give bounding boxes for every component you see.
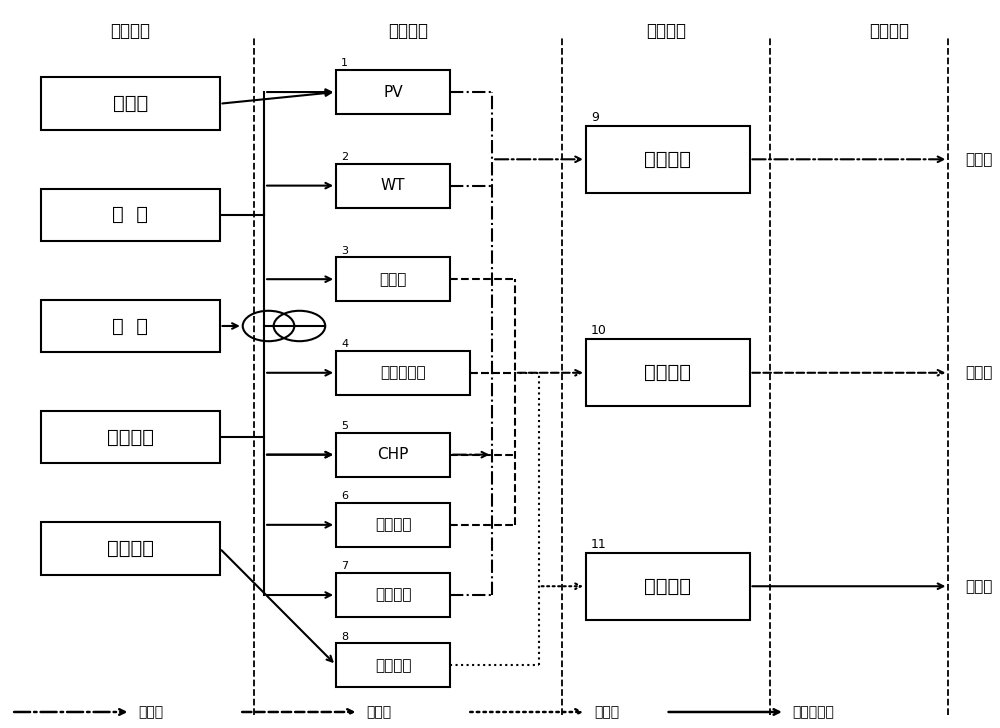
Bar	[336, 644, 450, 687]
Text: 风  能: 风 能	[112, 205, 148, 224]
Text: 5: 5	[341, 421, 348, 431]
Text: 11: 11	[591, 538, 607, 551]
Text: 其他能量流: 其他能量流	[793, 705, 835, 719]
Bar	[336, 432, 450, 477]
Bar	[586, 339, 750, 406]
Bar	[336, 503, 450, 547]
Bar	[41, 77, 220, 130]
Text: 冷能流: 冷能流	[594, 705, 619, 719]
Text: 第二部分: 第二部分	[388, 22, 428, 39]
Bar	[336, 164, 450, 207]
Text: 第四部分: 第四部分	[869, 22, 909, 39]
Text: 电能流: 电能流	[138, 705, 163, 719]
Bar	[336, 573, 450, 617]
Text: 热能流: 热能流	[366, 705, 391, 719]
Bar	[41, 411, 220, 464]
Text: 9: 9	[591, 111, 599, 124]
Bar	[336, 351, 470, 395]
Text: 空气源热泵: 空气源热泵	[380, 365, 426, 380]
Bar	[41, 522, 220, 574]
Bar	[336, 257, 450, 301]
Text: 电负荷: 电负荷	[965, 152, 993, 167]
Text: 2: 2	[341, 152, 348, 162]
Text: 燃气轮机: 燃气轮机	[375, 587, 411, 603]
Bar	[41, 189, 220, 241]
Text: PV: PV	[383, 84, 403, 100]
Text: 天然气网: 天然气网	[107, 427, 154, 446]
Text: 10: 10	[591, 325, 607, 337]
Text: 电锅炉: 电锅炉	[379, 272, 407, 287]
Text: 太阳能: 太阳能	[113, 94, 148, 114]
Text: 1: 1	[341, 58, 348, 68]
Text: 冷负荷: 冷负荷	[965, 579, 993, 594]
Text: CHP: CHP	[377, 447, 409, 462]
Text: WT: WT	[381, 178, 405, 193]
Text: 第三部分: 第三部分	[646, 22, 686, 39]
Text: 第一部分: 第一部分	[110, 22, 150, 39]
Text: 储热设备: 储热设备	[644, 363, 691, 382]
Text: 地源热泵: 地源热泵	[375, 657, 411, 673]
Text: 4: 4	[341, 339, 348, 349]
Text: 3: 3	[341, 245, 348, 256]
Bar	[586, 553, 750, 620]
Text: 地源热能: 地源热能	[107, 539, 154, 558]
Text: 储冷设备: 储冷设备	[644, 577, 691, 596]
Text: 6: 6	[341, 491, 348, 501]
Bar	[586, 126, 750, 193]
Text: 热负荷: 热负荷	[965, 365, 993, 380]
Bar	[41, 300, 220, 352]
Text: 燃气锅炉: 燃气锅炉	[375, 518, 411, 532]
Text: 储电设备: 储电设备	[644, 150, 691, 169]
Text: 电  网: 电 网	[112, 317, 148, 336]
Bar	[336, 70, 450, 114]
Text: 7: 7	[341, 561, 348, 571]
Text: 8: 8	[341, 631, 348, 641]
